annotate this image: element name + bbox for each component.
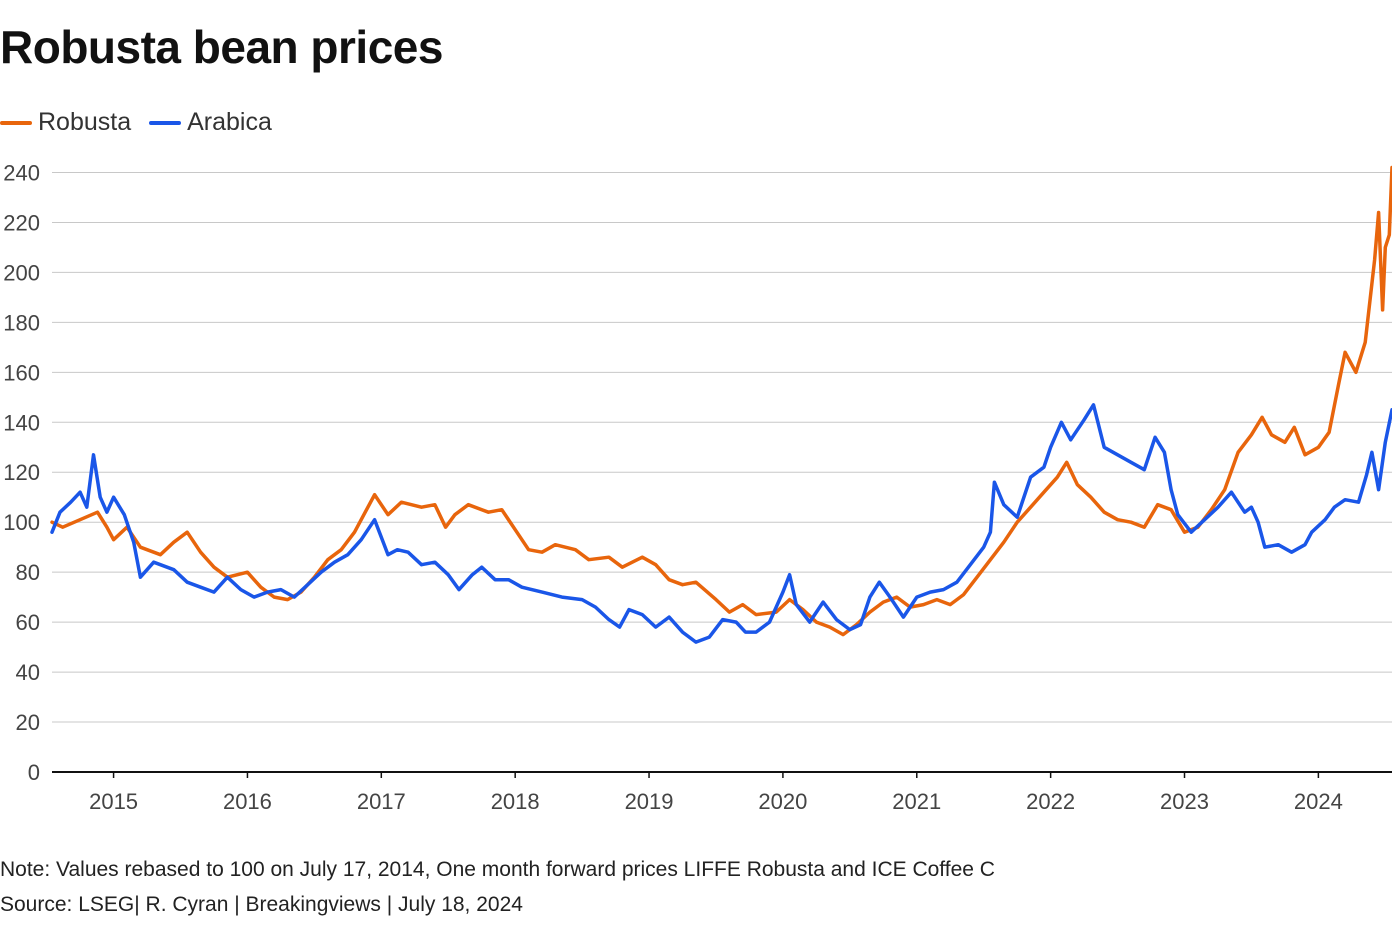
gridlines <box>52 171 1392 723</box>
x-tick-label: 2018 <box>491 789 540 814</box>
y-tick-label: 120 <box>3 460 40 485</box>
y-tick-label: 60 <box>16 610 40 635</box>
legend-swatch-robusta <box>0 120 32 125</box>
chart-note: Note: Values rebased to 100 on July 17, … <box>0 858 995 881</box>
y-tick-label: 220 <box>3 210 40 235</box>
y-tick-label: 180 <box>3 310 40 335</box>
x-tick-label: 2015 <box>89 789 138 814</box>
y-tick-label: 240 <box>3 160 40 185</box>
y-tick-label: 200 <box>3 260 40 285</box>
legend-item-robusta: Robusta <box>0 108 131 137</box>
y-tick-label: 80 <box>16 560 40 585</box>
legend-swatch-arabica <box>149 120 182 125</box>
legend-label-arabica: Arabica <box>187 108 272 136</box>
series-lines <box>50 165 1392 644</box>
chart-title: Robusta bean prices <box>0 21 443 73</box>
y-axis-ticks: 0 20 40 60 80 100 120 140 160 180 200 220 240 <box>3 160 40 785</box>
legend-label-robusta: Robusta <box>38 108 132 136</box>
y-tick-label: 160 <box>3 360 40 385</box>
x-tick-label: 2024 <box>1294 789 1343 814</box>
legend-item-arabica: Arabica <box>149 108 272 137</box>
chart-source: Source: LSEG| R. Cyran | Breakingviews |… <box>0 893 523 916</box>
x-tick-label: 2019 <box>625 789 674 814</box>
x-tick-label: 2023 <box>1160 789 1209 814</box>
x-tick-label: 2017 <box>357 789 406 814</box>
series-line-arabica <box>50 403 1392 644</box>
x-tick-label: 2020 <box>758 789 807 814</box>
y-tick-label: 0 <box>28 760 40 785</box>
y-tick-label: 100 <box>3 510 40 535</box>
x-tick-label: 2022 <box>1026 789 1075 814</box>
x-tick-label: 2021 <box>892 789 941 814</box>
series-line-robusta <box>50 165 1392 637</box>
chart-legend: Robusta Arabica <box>0 108 272 137</box>
y-tick-label: 20 <box>16 710 40 735</box>
x-tick-label: 2016 <box>223 789 272 814</box>
y-tick-label: 40 <box>16 660 40 685</box>
x-axis-ticks: 2015 2016 2017 2018 2019 2020 2021 2022 2023 2024 <box>89 772 1343 814</box>
y-tick-label: 140 <box>3 410 40 435</box>
